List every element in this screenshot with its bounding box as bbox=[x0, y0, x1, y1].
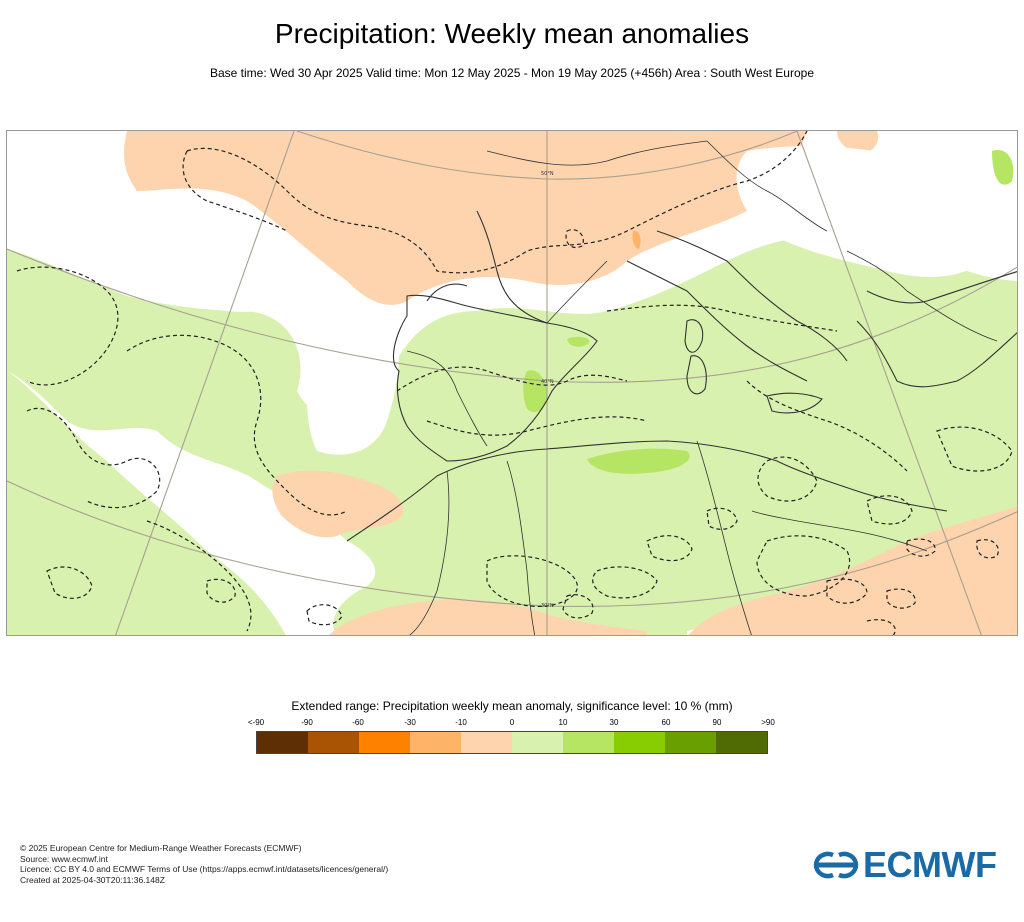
graticule-label-50n: 50°N bbox=[541, 171, 554, 177]
legend-colorbar bbox=[256, 731, 768, 754]
legend-label: -60 bbox=[352, 718, 364, 727]
legend-label: -30 bbox=[404, 718, 416, 727]
legend-label: <-90 bbox=[247, 718, 265, 727]
ecmwf-logo: ECMWF bbox=[813, 844, 997, 885]
legend-label: 60 bbox=[661, 718, 671, 727]
significant-negative-spot bbox=[632, 230, 641, 249]
legend-label: -10 bbox=[455, 718, 467, 727]
legend-swatch bbox=[461, 732, 512, 753]
negative-anomaly-region-ne bbox=[837, 131, 879, 154]
footer-source: Source: www.ecmwf.int bbox=[20, 853, 108, 864]
significant-positive-spot-4 bbox=[992, 150, 1014, 185]
legend-title: Extended range: Precipitation weekly mea… bbox=[291, 699, 733, 713]
negative-anomaly-region-se bbox=[688, 506, 1017, 635]
legend-swatch bbox=[665, 732, 716, 753]
legend-label: 30 bbox=[609, 718, 619, 727]
anomaly-map: 50°N 40°N 30°N bbox=[7, 131, 1017, 635]
map-panel: 50°N 40°N 30°N bbox=[6, 130, 1018, 636]
legend-label: 10 bbox=[558, 718, 568, 727]
legend-swatch bbox=[614, 732, 665, 753]
significant-positive-spot-3 bbox=[567, 336, 590, 347]
neutral-region-atlantic bbox=[306, 297, 399, 455]
legend-swatch bbox=[257, 732, 308, 753]
graticule-label-40n: 40°N bbox=[541, 379, 554, 385]
negative-anomaly-region-south bbox=[329, 599, 647, 635]
chart-title: Precipitation: Weekly mean anomalies bbox=[274, 18, 750, 49]
legend-swatch bbox=[716, 732, 767, 753]
significance-contours bbox=[16, 131, 1013, 635]
positive-anomaly-region bbox=[7, 237, 1017, 635]
positive-anomaly-region-sw bbox=[7, 371, 286, 635]
significant-positive-spot-1 bbox=[587, 448, 690, 474]
legend-label: >90 bbox=[761, 718, 775, 727]
ecmwf-logo-icon bbox=[813, 851, 859, 879]
footer: © 2025 European Centre for Medium-Range … bbox=[20, 843, 388, 885]
legend-label: 90 bbox=[712, 718, 722, 727]
legend-label: -90 bbox=[301, 718, 313, 727]
legend-swatch bbox=[410, 732, 461, 753]
ecmwf-logo-text: ECMWF bbox=[863, 844, 997, 885]
legend-labels: <-90 -90 -60 -30 -10 0 10 30 60 90 >90 bbox=[248, 718, 775, 730]
coastlines bbox=[346, 140, 1017, 635]
footer-created: Created at 2025-04-30T20:11:36.148Z bbox=[20, 874, 165, 885]
legend-swatch bbox=[563, 732, 614, 753]
neutral-region-north-atlantic bbox=[147, 247, 288, 312]
legend-swatch bbox=[308, 732, 359, 753]
footer-licence: Licence: CC BY 4.0 and ECMWF Terms of Us… bbox=[20, 864, 389, 874]
footer-copyright: © 2025 European Centre for Medium-Range … bbox=[20, 843, 302, 853]
legend-label: 0 bbox=[509, 718, 515, 727]
chart-subtitle: Base time: Wed 30 Apr 2025 Valid time: M… bbox=[209, 66, 814, 80]
legend-swatch bbox=[512, 732, 563, 753]
negative-anomaly-region-sw bbox=[272, 470, 403, 538]
graticule bbox=[7, 131, 1017, 635]
legend-swatch bbox=[359, 732, 410, 753]
neutral-region-east bbox=[736, 146, 1000, 277]
